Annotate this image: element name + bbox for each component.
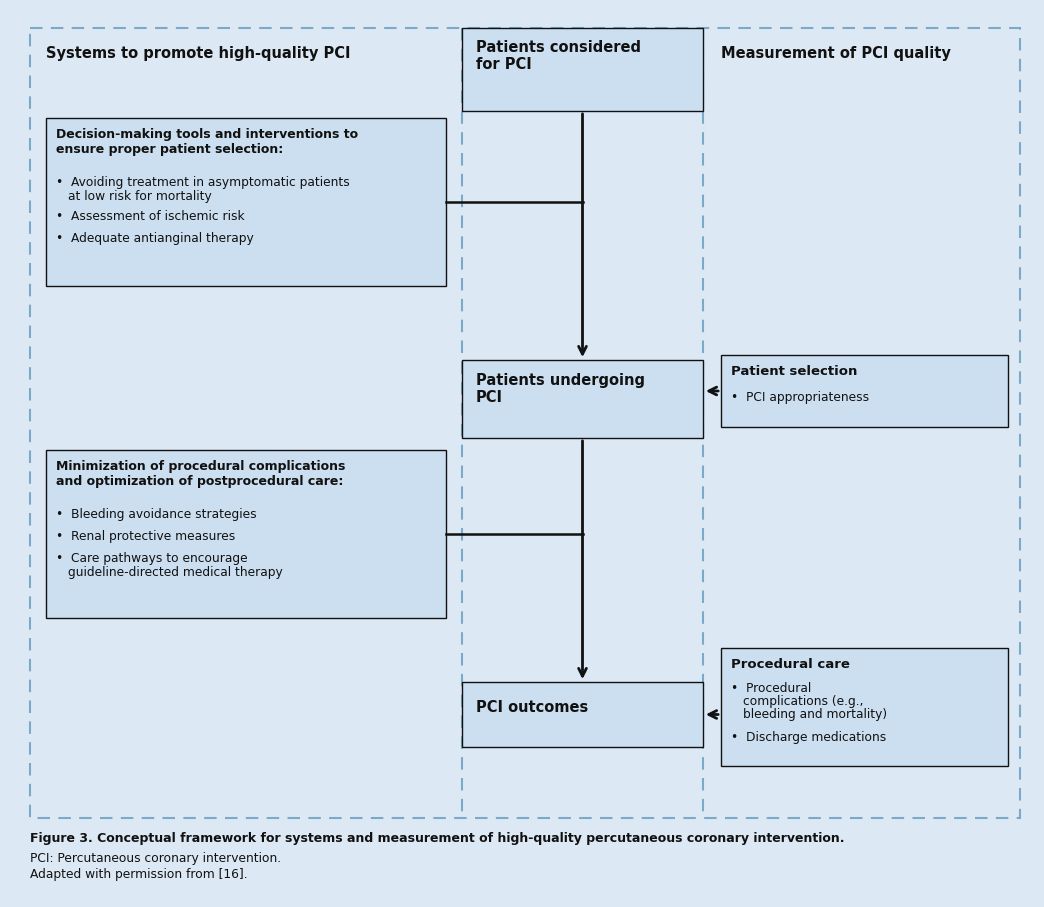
Text: PCI outcomes: PCI outcomes (476, 700, 588, 715)
Text: Patient selection: Patient selection (731, 365, 857, 378)
Bar (462, 682, 703, 747)
Text: •  Care pathways to encourage: • Care pathways to encourage (56, 552, 247, 565)
Bar (46, 118, 446, 286)
Text: Minimization of procedural complications
and optimization of postprocedural care: Minimization of procedural complications… (56, 460, 346, 488)
Text: PCI: Percutaneous coronary intervention.: PCI: Percutaneous coronary intervention. (30, 852, 281, 865)
Bar (462, 360, 703, 438)
Text: Figure 3. Conceptual framework for systems and measurement of high-quality percu: Figure 3. Conceptual framework for syste… (30, 832, 845, 845)
Text: •  Avoiding treatment in asymptomatic patients: • Avoiding treatment in asymptomatic pat… (56, 176, 350, 189)
Text: Patients considered
for PCI: Patients considered for PCI (476, 40, 641, 73)
Text: •  PCI appropriateness: • PCI appropriateness (731, 391, 869, 404)
Text: complications (e.g.,: complications (e.g., (743, 695, 863, 708)
Text: •  Procedural: • Procedural (731, 682, 811, 695)
Text: Decision-making tools and interventions to
ensure proper patient selection:: Decision-making tools and interventions … (56, 128, 358, 156)
Text: guideline-directed medical therapy: guideline-directed medical therapy (68, 566, 283, 579)
Text: •  Renal protective measures: • Renal protective measures (56, 530, 235, 543)
Bar (721, 648, 1009, 766)
Bar (721, 355, 1009, 427)
Bar (46, 450, 446, 618)
Text: Systems to promote high-quality PCI: Systems to promote high-quality PCI (46, 46, 351, 61)
Text: Adapted with permission from [16].: Adapted with permission from [16]. (30, 868, 247, 881)
Text: bleeding and mortality): bleeding and mortality) (743, 708, 887, 721)
Text: at low risk for mortality: at low risk for mortality (68, 190, 212, 203)
Text: Patients undergoing
PCI: Patients undergoing PCI (476, 373, 645, 405)
Text: Procedural care: Procedural care (731, 658, 850, 671)
Text: •  Discharge medications: • Discharge medications (731, 731, 886, 744)
Text: •  Assessment of ischemic risk: • Assessment of ischemic risk (56, 210, 244, 223)
Text: •  Adequate antianginal therapy: • Adequate antianginal therapy (56, 232, 254, 245)
Text: •  Bleeding avoidance strategies: • Bleeding avoidance strategies (56, 508, 257, 521)
Text: Measurement of PCI quality: Measurement of PCI quality (721, 46, 951, 61)
Bar (462, 28, 703, 111)
Bar (30, 28, 1020, 818)
